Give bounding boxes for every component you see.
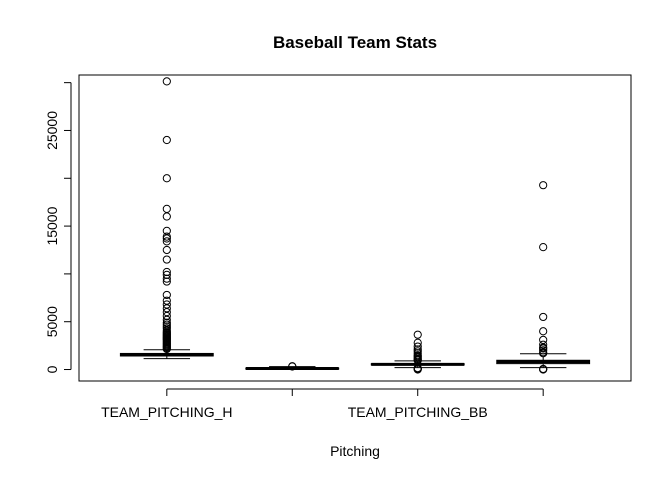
box	[245, 362, 340, 371]
outlier-point	[162, 135, 171, 145]
outlier-point	[539, 335, 548, 344]
x-axis: TEAM_PITCHING_H TEAM_PITCHING_BB	[101, 388, 544, 420]
outlier-point	[162, 245, 171, 255]
outlier-point	[162, 212, 171, 221]
outlier-point	[413, 330, 422, 339]
outlier-point	[162, 232, 171, 241]
y-tick-label: 25000	[44, 111, 60, 150]
outlier-point	[162, 300, 171, 309]
outlier-point	[539, 364, 548, 374]
outlier-point	[162, 274, 171, 283]
outlier-point	[162, 296, 171, 305]
outlier-point	[162, 255, 171, 264]
y-axis: 0 5000 15000 25000	[44, 82, 72, 373]
plot-frame	[78, 74, 632, 382]
outlier-point	[539, 243, 548, 252]
y-tick-label: 5000	[44, 306, 60, 337]
outlier-point	[162, 277, 171, 286]
outlier-point	[539, 327, 548, 336]
outlier-point	[539, 312, 548, 322]
y-tick-label: 15000	[44, 206, 60, 245]
outlier-point	[162, 204, 171, 213]
outlier-point	[162, 174, 171, 183]
box-series	[119, 77, 591, 374]
y-tick-label: 0	[44, 365, 60, 373]
x-tick-label: TEAM_PITCHING_BB	[348, 404, 488, 420]
outlier-point	[162, 237, 171, 246]
box	[119, 77, 214, 360]
outlier-point	[162, 290, 171, 300]
outlier-point	[162, 318, 171, 327]
box	[496, 181, 591, 374]
x-tick-label: TEAM_PITCHING_H	[101, 404, 232, 420]
outlier-point	[413, 342, 422, 351]
outlier-point	[413, 338, 422, 347]
outlier-point	[288, 362, 297, 371]
outlier-point	[539, 181, 548, 190]
outlier-point	[162, 77, 171, 86]
chart-title: Baseball Team Stats	[273, 33, 437, 52]
outlier-point	[539, 340, 548, 349]
outlier-point	[162, 267, 171, 277]
outlier-point	[413, 345, 422, 354]
box	[370, 330, 465, 374]
outlier-point	[162, 226, 171, 235]
x-axis-title: Pitching	[330, 443, 380, 459]
outlier-point	[162, 270, 171, 279]
